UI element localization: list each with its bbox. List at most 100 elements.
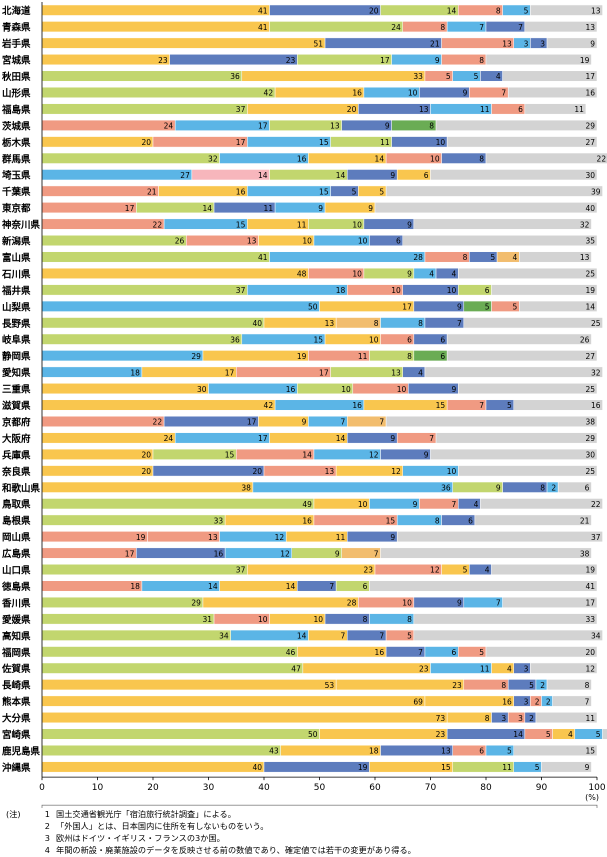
bar-segment (513, 744, 598, 756)
data-label: 23 (158, 56, 168, 65)
data-label: 39 (591, 187, 601, 196)
data-label: 14 (297, 632, 307, 641)
data-label: 49 (302, 500, 312, 509)
category-label: 佐賀県 (1, 663, 31, 675)
data-label: 18 (130, 368, 140, 377)
data-label: 16 (236, 187, 246, 196)
bar-segment (413, 613, 598, 625)
data-label: 41 (258, 6, 268, 15)
bar-segment (446, 350, 598, 362)
bar-segment (202, 350, 309, 362)
data-label: 36 (230, 335, 240, 344)
bar-segment (424, 366, 603, 378)
data-label: 50 (308, 730, 318, 739)
data-label: 17 (258, 434, 268, 443)
data-label: 6 (585, 483, 590, 492)
bar-segment (141, 366, 237, 378)
data-label: 16 (302, 516, 312, 525)
data-label: 7 (479, 401, 484, 410)
data-label: 14 (208, 582, 218, 591)
data-label: 16 (502, 697, 512, 706)
data-label: 29 (585, 434, 595, 443)
data-label: 33 (585, 615, 595, 624)
bar-segment (41, 119, 176, 131)
data-label: 20 (585, 648, 595, 657)
data-label: 20 (141, 451, 151, 460)
data-label: 21 (580, 516, 590, 525)
bar-segment (485, 646, 598, 658)
bar-segment (385, 185, 603, 197)
data-label: 24 (164, 434, 174, 443)
data-label: 5 (352, 187, 357, 196)
data-label: 29 (191, 599, 201, 608)
data-label: 7 (496, 599, 501, 608)
bar-segment (463, 317, 603, 329)
data-label: 33 (413, 72, 423, 81)
note-line: 4 年間の新設・廃業施設のデータを反映させる前の数値であり、確定値では若干の変更が… (6, 844, 606, 856)
data-label: 8 (485, 714, 490, 723)
note-line: 2 「外国人」とは、日本国内に住所を有しないものをいう。 (6, 820, 606, 832)
note-line: (注) 1 国土交通省観光庁「宿泊旅行統計調査」による。 (6, 808, 606, 820)
data-label: 8 (435, 516, 440, 525)
bar-segment (41, 432, 176, 444)
data-label: 33 (214, 516, 224, 525)
bar-segment (41, 399, 276, 411)
data-label: 21 (147, 187, 157, 196)
data-label: 10 (358, 500, 368, 509)
bar-segment (263, 761, 370, 773)
data-label: 8 (496, 6, 501, 15)
bar-segment (41, 547, 137, 559)
data-label: 17 (125, 204, 135, 213)
data-label: 16 (585, 89, 595, 98)
data-label: 7 (379, 632, 384, 641)
data-label: 8 (407, 352, 412, 361)
bar-segment (41, 695, 426, 707)
bar-segment (519, 251, 592, 263)
data-label: 8 (418, 319, 423, 328)
bar-segment (41, 4, 270, 16)
bar-segment (169, 54, 298, 66)
category-label: 北海道 (2, 5, 31, 17)
data-label: 21 (430, 39, 440, 48)
bar-segment (502, 70, 598, 82)
bar-segment (435, 119, 598, 131)
bar-segment (247, 103, 359, 115)
data-label: 9 (390, 171, 395, 180)
data-label: 20 (252, 467, 262, 476)
data-label: 8 (363, 615, 368, 624)
category-label: 長崎県 (2, 680, 31, 692)
data-label: 7 (451, 500, 456, 509)
data-label: 36 (230, 72, 240, 81)
data-label: 6 (440, 335, 445, 344)
data-label: 11 (585, 714, 595, 723)
bar-segment (236, 366, 331, 378)
category-label: 大阪府 (2, 433, 31, 445)
data-label: 9 (424, 451, 429, 460)
data-label: 19 (585, 566, 595, 575)
data-label: 20 (141, 467, 151, 476)
bar-segment (507, 86, 598, 98)
data-label: 46 (286, 648, 296, 657)
bar-segment (430, 448, 598, 460)
data-label: 10 (402, 599, 412, 608)
x-tick-label: 90 (536, 783, 548, 793)
data-label: 5 (524, 6, 529, 15)
data-label: 6 (479, 747, 484, 756)
bar-segment (247, 284, 348, 296)
data-label: 18 (130, 582, 140, 591)
category-label: 岡山県 (2, 532, 31, 544)
data-label: 9 (590, 39, 595, 48)
data-label: 14 (375, 154, 385, 163)
data-label: 4 (451, 270, 456, 279)
bar-segment (485, 54, 592, 66)
data-label: 11 (574, 105, 584, 114)
category-label: 青森県 (2, 22, 31, 34)
data-label: 19 (585, 286, 595, 295)
data-label: 11 (480, 664, 490, 673)
category-label: 山形県 (2, 87, 31, 99)
category-label: 京都府 (2, 416, 31, 428)
data-label: 25 (591, 319, 601, 328)
data-label: 25 (585, 467, 595, 476)
data-label: 13 (419, 105, 429, 114)
